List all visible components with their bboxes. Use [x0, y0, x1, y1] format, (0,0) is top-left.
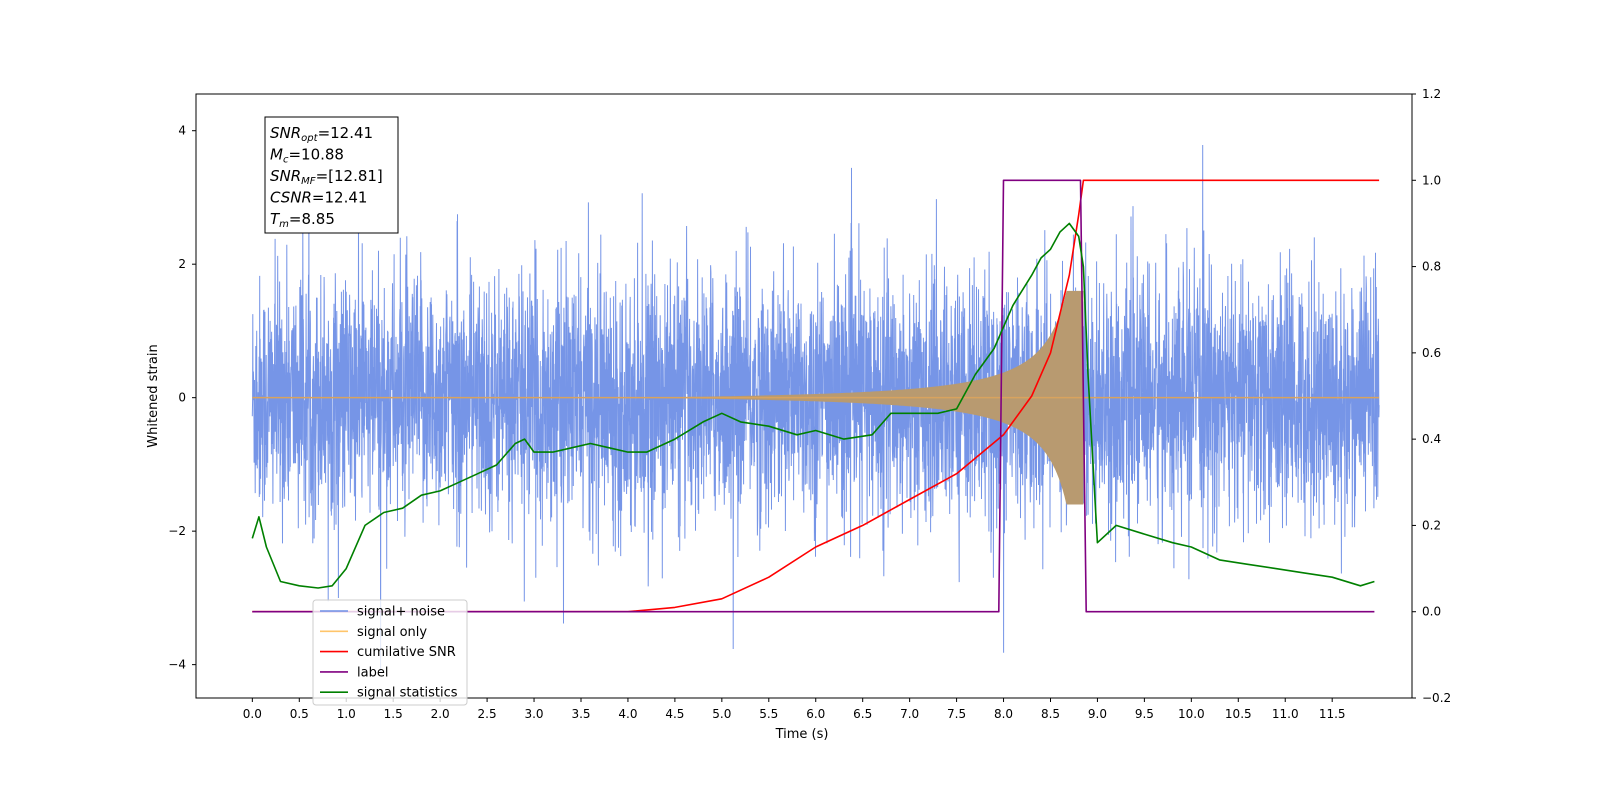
- legend-entry: label: [357, 665, 388, 680]
- annotation-value: =8.85: [289, 210, 335, 228]
- stats-annotation-box: SNRopt=12.41Mc=10.88SNRMF=[12.81]CSNR=12…: [264, 116, 399, 234]
- annotation-symbol: T: [270, 210, 281, 228]
- legend-entry: signal only: [357, 625, 427, 640]
- x-axis-label: Time (s): [775, 727, 829, 742]
- x-tick-label: 7.5: [947, 707, 966, 721]
- series-lines: [251, 179, 1380, 613]
- annotation-subscript: opt: [301, 133, 318, 144]
- x-tick-label: 2.0: [431, 707, 450, 721]
- annotation-line: SNRMF=[12.81]: [270, 167, 383, 187]
- x-tick-label: 9.5: [1135, 707, 1154, 721]
- annotation-value: =10.88: [288, 146, 344, 164]
- x-tick-label: 8.0: [994, 707, 1013, 721]
- y2-tick-label: 1.2: [1422, 87, 1441, 101]
- x-tick-label: 1.5: [384, 707, 403, 721]
- y-tick-label: 0: [178, 391, 186, 405]
- y2-tick-label: 0.8: [1422, 260, 1441, 274]
- legend-entry: signal+ noise: [357, 605, 445, 620]
- annotation-subscript: MF: [301, 176, 316, 187]
- series-signal-noise: [251, 144, 1380, 672]
- x-tick-label: 0.0: [243, 707, 262, 721]
- x-axis: 0.0 0.5 1.0 1.5 2.0 2.5 3.0 3.5 4.0 4.5 5.0 5.5 6.0 6…: [243, 698, 1346, 721]
- label-line: [252, 179, 1375, 613]
- x-tick-label: 9.0: [1088, 707, 1107, 721]
- y2-tick-label: 0.6: [1422, 346, 1441, 360]
- annotation-symbol: SNR: [270, 167, 301, 185]
- annotation-symbol: CSNR: [270, 189, 312, 207]
- x-tick-label: 3.5: [571, 707, 590, 721]
- y-tick-label: 4: [178, 124, 186, 138]
- y-tick-label: −4: [168, 658, 186, 672]
- legend: signal+ noise signal only cumilative SNR la…: [312, 599, 468, 706]
- annotation-line: Mc=10.88: [270, 146, 344, 166]
- legend-entry: cumilative SNR: [357, 645, 456, 660]
- x-tick-label: 0.5: [290, 707, 309, 721]
- annotation-line: Tm=8.85: [270, 210, 335, 230]
- annotation-frame: [264, 116, 399, 234]
- x-tick-label: 11.0: [1272, 707, 1299, 721]
- y-axis-right: 1.2 1.0 0.8 0.6 0.4 0.2 0.0 −0.2: [1412, 87, 1451, 705]
- annotation-line: CSNR=12.41: [270, 189, 367, 207]
- y-axis-label: Whitened strain: [146, 344, 161, 447]
- signal-statistics-line: [251, 222, 1375, 589]
- x-tick-label: 5.5: [759, 707, 778, 721]
- y2-tick-label: −0.2: [1422, 691, 1451, 705]
- series-signal-only: [252, 290, 1380, 505]
- x-tick-label: 4.5: [665, 707, 684, 721]
- x-tick-label: 10.5: [1225, 707, 1252, 721]
- annotation-line: SNRopt=12.41: [270, 124, 373, 144]
- annotation-symbol: SNR: [270, 124, 301, 142]
- x-tick-label: 2.5: [478, 707, 497, 721]
- x-tick-label: 6.5: [853, 707, 872, 721]
- x-tick-label: 10.0: [1178, 707, 1205, 721]
- y2-tick-label: 0.0: [1422, 605, 1441, 619]
- annotation-subscript: m: [279, 219, 289, 230]
- legend-frame: [312, 599, 468, 706]
- y-tick-label: −2: [168, 524, 186, 538]
- annotation-value: =12.41: [312, 189, 368, 207]
- signal-noise-line: [251, 144, 1380, 672]
- y-axis-left: 4 2 0 −2 −4: [168, 124, 196, 672]
- y2-tick-label: 0.2: [1422, 518, 1441, 532]
- x-tick-label: 4.0: [618, 707, 637, 721]
- x-tick-label: 1.0: [337, 707, 356, 721]
- annotation-symbol: M: [270, 146, 283, 164]
- x-tick-label: 6.0: [806, 707, 825, 721]
- annotation-value: =[12.81]: [316, 167, 383, 185]
- legend-entry: signal statistics: [357, 686, 458, 701]
- x-tick-label: 11.5: [1319, 707, 1346, 721]
- x-tick-label: 5.0: [712, 707, 731, 721]
- y2-tick-label: 0.4: [1422, 432, 1441, 446]
- x-tick-label: 3.0: [524, 707, 543, 721]
- x-tick-label: 8.5: [1041, 707, 1060, 721]
- plot-frame: [195, 93, 1413, 699]
- x-tick-label: 7.0: [900, 707, 919, 721]
- annotation-value: =12.41: [318, 124, 374, 142]
- annotation-subscript: c: [283, 155, 289, 166]
- y2-tick-label: 1.0: [1422, 173, 1441, 187]
- y-tick-label: 2: [178, 257, 186, 271]
